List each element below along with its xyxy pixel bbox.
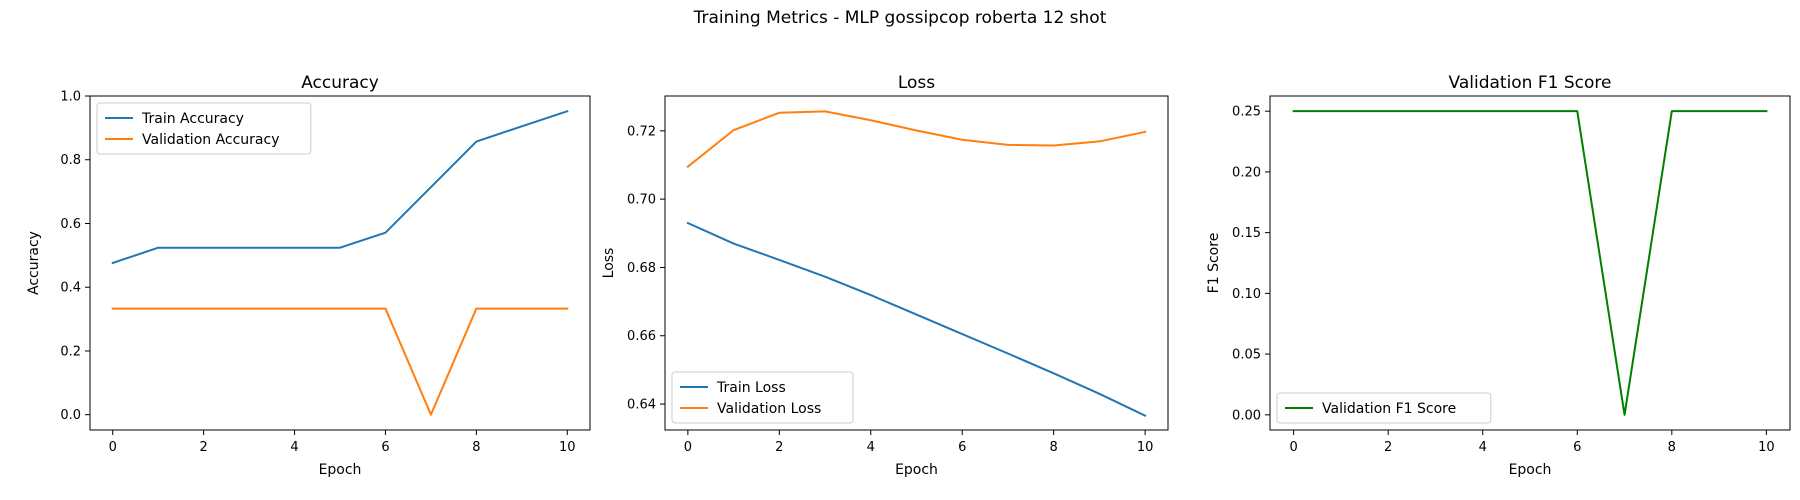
chart-panel-validation-f1-score: Validation F1 Score 0 2 4 6 8 10 0.00 0.05 0.10 0.…: [1206, 73, 1791, 478]
x-tick-label: 10: [1758, 440, 1775, 455]
legend-box: [96, 102, 312, 155]
y-axis-label: Accuracy: [26, 231, 42, 295]
series-line-validation-accuracy: [111, 307, 569, 416]
axes-frame: [1269, 95, 1791, 431]
x-tick-label: 10: [559, 440, 576, 455]
x-tick-label: 8: [1050, 440, 1058, 455]
x-tick-label: 6: [958, 440, 966, 455]
x-tick-label: 4: [867, 440, 875, 455]
x-tick-label: 6: [1573, 440, 1581, 455]
x-tick-label: 0: [109, 440, 117, 455]
chart-panel-accuracy: Accuracy 0 2 4 6 8 10 0.0 0.2 0.4 0.6 0.8 1.0 Epoch Ac…: [26, 73, 591, 478]
x-axis-label: Epoch: [319, 462, 362, 478]
y-axis-label: Loss: [601, 248, 617, 279]
x-tick-label: 6: [381, 440, 389, 455]
y-tick-label: 0.0: [60, 408, 81, 423]
y-tick-label: 0.66: [627, 329, 656, 344]
x-tick-label: 8: [1668, 440, 1676, 455]
chart-title: Loss: [898, 73, 935, 93]
chart-panel-loss: Loss 0 2 4 6 8 10 0.64 0.66 0.68 0.70 0.72 Epoch Loss…: [601, 73, 1169, 478]
x-tick-label: 4: [1479, 440, 1487, 455]
x-tick-label: 2: [775, 440, 783, 455]
legend-label: Validation Accuracy: [142, 132, 280, 148]
y-tick-label: 0.10: [1232, 287, 1261, 302]
x-tick-label: 8: [472, 440, 480, 455]
y-axis-label: F1 Score: [1206, 233, 1222, 294]
y-tick-label: 1.0: [60, 90, 81, 105]
axes-frame: [89, 95, 591, 431]
series-line-validation-f1-score: [1292, 110, 1768, 416]
legend: Train Accuracy Validation Accuracy: [96, 102, 312, 155]
y-tick-label: 0.70: [627, 193, 656, 208]
legend-box: [671, 371, 854, 424]
y-tick-label: 0.2: [60, 344, 81, 359]
series-line-train-accuracy: [111, 110, 569, 265]
y-tick-label: 0.8: [60, 153, 81, 168]
legend: Validation F1 Score: [1276, 392, 1492, 424]
y-tick-label: 0.05: [1232, 348, 1261, 363]
y-tick-label: 0.20: [1232, 165, 1261, 180]
series-line-train-loss: [686, 221, 1147, 417]
y-tick-label: 0.64: [627, 398, 656, 413]
y-tick-label: 0.4: [60, 281, 81, 296]
legend-label: Train Accuracy: [141, 111, 244, 127]
y-tick-label: 0.68: [627, 261, 656, 276]
axes-frame: [664, 95, 1169, 431]
x-tick-label: 0: [684, 440, 692, 455]
y-tick-label: 0.72: [627, 124, 656, 139]
x-axis-label: Epoch: [1509, 462, 1552, 478]
x-tick-label: 2: [199, 440, 207, 455]
y-tick-label: 0.6: [60, 217, 81, 232]
x-tick-label: 2: [1384, 440, 1392, 455]
x-tick-label: 0: [1289, 440, 1297, 455]
x-axis-label: Epoch: [895, 462, 938, 478]
legend-label: Validation F1 Score: [1322, 401, 1456, 417]
y-tick-label: 0.00: [1232, 408, 1261, 423]
y-tick-label: 0.15: [1232, 226, 1261, 241]
legend: Train Loss Validation Loss: [671, 371, 854, 424]
legend-box: [1276, 392, 1492, 424]
legend-label: Train Loss: [716, 380, 786, 396]
legend-label: Validation Loss: [717, 401, 821, 417]
x-tick-label: 4: [290, 440, 298, 455]
chart-title: Validation F1 Score: [1449, 73, 1612, 93]
figure-suptitle: Training Metrics - MLP gossipcop roberta…: [693, 8, 1107, 28]
x-tick-label: 10: [1137, 440, 1154, 455]
y-tick-label: 0.25: [1232, 105, 1261, 120]
series-line-validation-loss: [686, 110, 1147, 169]
chart-title: Accuracy: [301, 73, 379, 93]
